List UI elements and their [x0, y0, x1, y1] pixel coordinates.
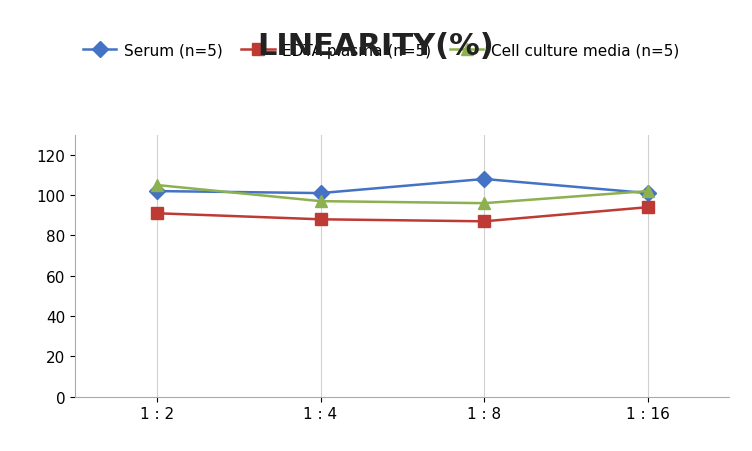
Text: LINEARITY(%): LINEARITY(%)	[258, 32, 494, 60]
EDTA plasma (n=5)	[316, 217, 325, 222]
Line: EDTA plasma (n=5): EDTA plasma (n=5)	[151, 202, 653, 227]
Cell culture media (n=5)	[643, 189, 652, 194]
Legend: Serum (n=5), EDTA plasma (n=5), Cell culture media (n=5): Serum (n=5), EDTA plasma (n=5), Cell cul…	[83, 44, 679, 59]
Serum (n=5)	[643, 191, 652, 196]
Line: Cell culture media (n=5): Cell culture media (n=5)	[150, 179, 654, 210]
Cell culture media (n=5)	[480, 201, 489, 207]
Cell culture media (n=5)	[153, 183, 162, 189]
Serum (n=5)	[316, 191, 325, 196]
EDTA plasma (n=5)	[153, 211, 162, 216]
Line: Serum (n=5): Serum (n=5)	[151, 174, 653, 199]
Cell culture media (n=5)	[316, 199, 325, 204]
EDTA plasma (n=5)	[480, 219, 489, 225]
Serum (n=5)	[480, 177, 489, 182]
Serum (n=5)	[153, 189, 162, 194]
EDTA plasma (n=5)	[643, 205, 652, 211]
